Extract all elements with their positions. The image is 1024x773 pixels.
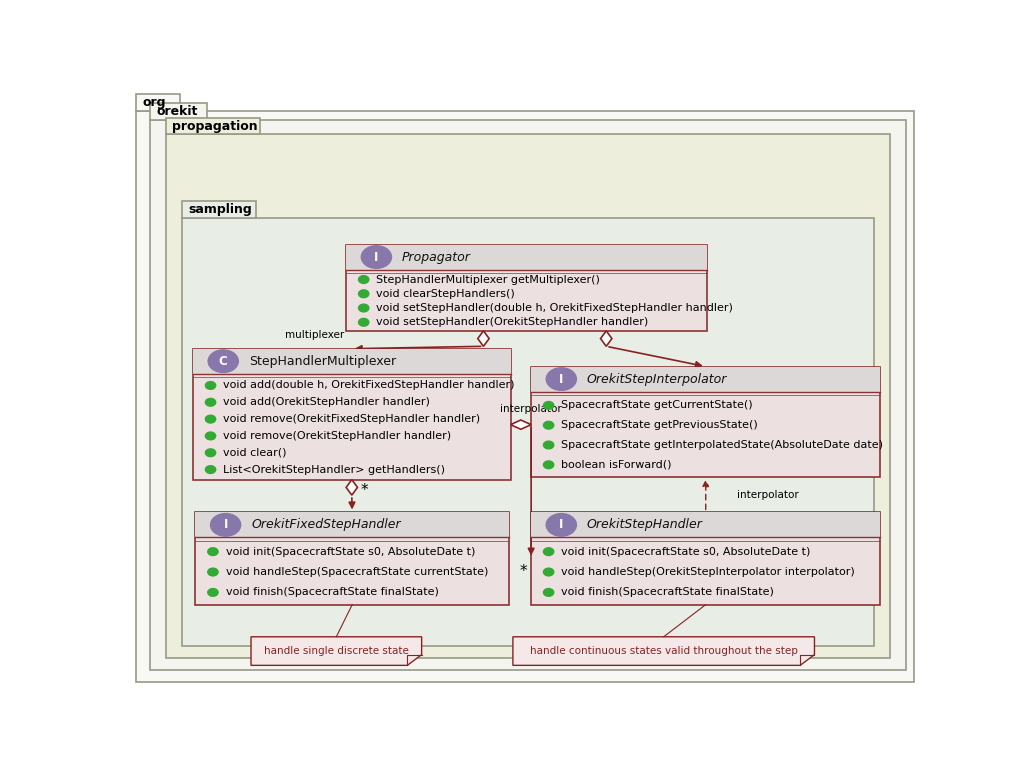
Bar — [194, 349, 511, 373]
Circle shape — [208, 568, 218, 576]
Bar — [182, 218, 873, 646]
Text: void finish(SpacecraftState finalState): void finish(SpacecraftState finalState) — [225, 587, 438, 598]
Text: sampling: sampling — [188, 203, 252, 216]
Circle shape — [358, 276, 369, 284]
Circle shape — [546, 513, 577, 536]
Bar — [531, 366, 881, 477]
Text: interpolator: interpolator — [737, 489, 800, 499]
Polygon shape — [251, 637, 422, 666]
Circle shape — [206, 382, 216, 390]
Text: handle continuous states valid throughout the step: handle continuous states valid throughou… — [529, 646, 798, 656]
Bar — [531, 512, 881, 604]
Text: OrekitStepInterpolator: OrekitStepInterpolator — [587, 373, 727, 386]
Text: List<OrekitStepHandler> getHandlers(): List<OrekitStepHandler> getHandlers() — [223, 465, 445, 475]
Text: SpacecraftState getCurrentState(): SpacecraftState getCurrentState() — [561, 400, 753, 410]
Circle shape — [544, 441, 554, 449]
Text: I: I — [223, 519, 227, 531]
Text: void remove(OrekitFixedStepHandler handler): void remove(OrekitFixedStepHandler handl… — [223, 414, 480, 424]
Circle shape — [358, 304, 369, 312]
Bar — [136, 94, 179, 111]
Text: void setStepHandler(double h, OrekitFixedStepHandler handler): void setStepHandler(double h, OrekitFixe… — [377, 303, 733, 313]
Circle shape — [206, 398, 216, 406]
Circle shape — [358, 290, 369, 298]
Circle shape — [208, 350, 239, 373]
Circle shape — [544, 401, 554, 409]
Bar — [346, 244, 708, 270]
Bar — [531, 366, 881, 392]
Circle shape — [208, 588, 218, 596]
Circle shape — [206, 449, 216, 457]
Text: SpacecraftState getPreviousState(): SpacecraftState getPreviousState() — [561, 421, 758, 431]
Text: void init(SpacecraftState s0, AbsoluteDate t): void init(SpacecraftState s0, AbsoluteDa… — [225, 547, 475, 557]
Circle shape — [361, 246, 391, 268]
Text: I: I — [559, 519, 563, 531]
Text: orekit: orekit — [157, 104, 198, 117]
Text: void setStepHandler(OrekitStepHandler handler): void setStepHandler(OrekitStepHandler ha… — [377, 317, 648, 327]
Text: handle single discrete state: handle single discrete state — [264, 646, 409, 656]
Circle shape — [544, 421, 554, 429]
Bar — [346, 244, 708, 331]
Polygon shape — [478, 331, 489, 346]
Polygon shape — [600, 331, 612, 346]
Circle shape — [544, 461, 554, 468]
Bar — [196, 512, 509, 604]
Text: void clear(): void clear() — [223, 448, 287, 458]
Text: C: C — [219, 355, 227, 368]
Text: void handleStep(OrekitStepInterpolator interpolator): void handleStep(OrekitStepInterpolator i… — [561, 567, 855, 577]
Polygon shape — [511, 420, 531, 429]
Text: void finish(SpacecraftState finalState): void finish(SpacecraftState finalState) — [561, 587, 774, 598]
Text: void handleStep(SpacecraftState currentState): void handleStep(SpacecraftState currentS… — [225, 567, 488, 577]
Circle shape — [546, 368, 577, 390]
Circle shape — [211, 513, 241, 536]
Text: I: I — [374, 250, 379, 264]
Text: StepHandlerMultiplexer getMultiplexer(): StepHandlerMultiplexer getMultiplexer() — [377, 274, 600, 284]
Circle shape — [544, 588, 554, 596]
Bar — [194, 349, 511, 479]
Circle shape — [358, 318, 369, 326]
Circle shape — [544, 548, 554, 556]
Text: StepHandlerMultiplexer: StepHandlerMultiplexer — [249, 355, 395, 368]
Circle shape — [206, 415, 216, 423]
Text: void add(double h, OrekitFixedStepHandler handler): void add(double h, OrekitFixedStepHandle… — [223, 380, 515, 390]
Text: multiplexer: multiplexer — [285, 330, 344, 340]
Bar — [196, 512, 509, 537]
Bar — [166, 117, 260, 135]
Polygon shape — [346, 479, 357, 495]
Text: SpacecraftState getInterpolatedState(AbsoluteDate date): SpacecraftState getInterpolatedState(Abs… — [561, 440, 884, 450]
Text: *: * — [519, 564, 527, 580]
Text: boolean isForward(): boolean isForward() — [561, 460, 672, 470]
Text: org: org — [142, 96, 166, 109]
Text: OrekitStepHandler: OrekitStepHandler — [587, 519, 702, 531]
Text: void init(SpacecraftState s0, AbsoluteDate t): void init(SpacecraftState s0, AbsoluteDa… — [561, 547, 811, 557]
Text: OrekitFixedStepHandler: OrekitFixedStepHandler — [251, 519, 400, 531]
Bar — [531, 512, 881, 537]
Text: Propagator: Propagator — [401, 250, 471, 264]
Text: interpolator: interpolator — [501, 404, 562, 414]
Bar — [166, 135, 890, 659]
Text: I: I — [559, 373, 563, 386]
Circle shape — [206, 465, 216, 473]
Polygon shape — [513, 637, 814, 666]
Text: propagation: propagation — [172, 120, 258, 133]
Text: *: * — [360, 482, 368, 498]
Circle shape — [206, 432, 216, 440]
Text: void clearStepHandlers(): void clearStepHandlers() — [377, 289, 515, 299]
Bar — [182, 201, 256, 218]
Circle shape — [208, 548, 218, 556]
Circle shape — [544, 568, 554, 576]
Text: void remove(OrekitStepHandler handler): void remove(OrekitStepHandler handler) — [223, 431, 452, 441]
Text: void add(OrekitStepHandler handler): void add(OrekitStepHandler handler) — [223, 397, 430, 407]
Bar — [151, 103, 207, 120]
